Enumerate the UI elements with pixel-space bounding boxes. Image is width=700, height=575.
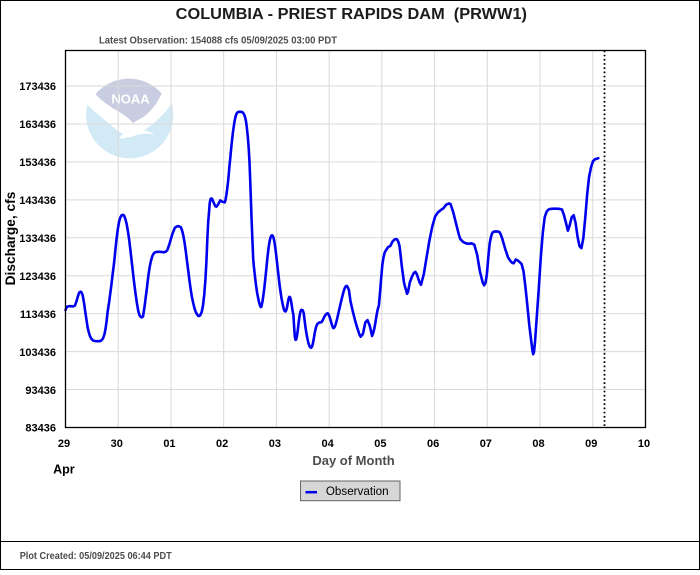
svg-text:06: 06 [427,438,439,450]
svg-text:COLUMBIA - PRIEST RAPIDS DAM: COLUMBIA - PRIEST RAPIDS DAM (PRWW1) [176,6,527,23]
svg-text:01: 01 [163,438,175,450]
svg-text:10: 10 [638,438,650,450]
svg-text:153436: 153436 [19,157,56,169]
svg-text:02: 02 [216,438,228,450]
svg-text:Apr: Apr [53,463,75,477]
svg-text:08: 08 [532,438,544,450]
svg-text:133436: 133436 [19,233,56,245]
svg-text:Discharge, cfs: Discharge, cfs [2,191,18,285]
svg-text:103436: 103436 [19,347,56,359]
svg-text:04: 04 [322,438,335,450]
svg-text:143436: 143436 [19,195,56,207]
svg-text:83436: 83436 [25,423,56,435]
svg-text:163436: 163436 [19,119,56,131]
svg-text:93436: 93436 [25,385,56,397]
svg-text:173436: 173436 [19,81,56,93]
svg-text:123436: 123436 [19,271,56,283]
svg-text:Latest Observation: 154088 cfs: Latest Observation: 154088 cfs 05/09/202… [99,36,337,47]
svg-text:29: 29 [58,438,70,450]
svg-text:Plot Created: 05/09/2025 06:44: Plot Created: 05/09/2025 06:44 PDT [20,550,172,562]
svg-text:09: 09 [585,438,597,450]
svg-text:03: 03 [269,438,281,450]
svg-text:113436: 113436 [20,309,56,321]
svg-text:NOAA: NOAA [111,92,150,107]
svg-text:05: 05 [374,438,386,450]
svg-text:Day of Month: Day of Month [312,453,394,468]
svg-text:30: 30 [111,438,123,450]
svg-text:Observation: Observation [326,484,389,498]
svg-text:07: 07 [480,438,492,450]
